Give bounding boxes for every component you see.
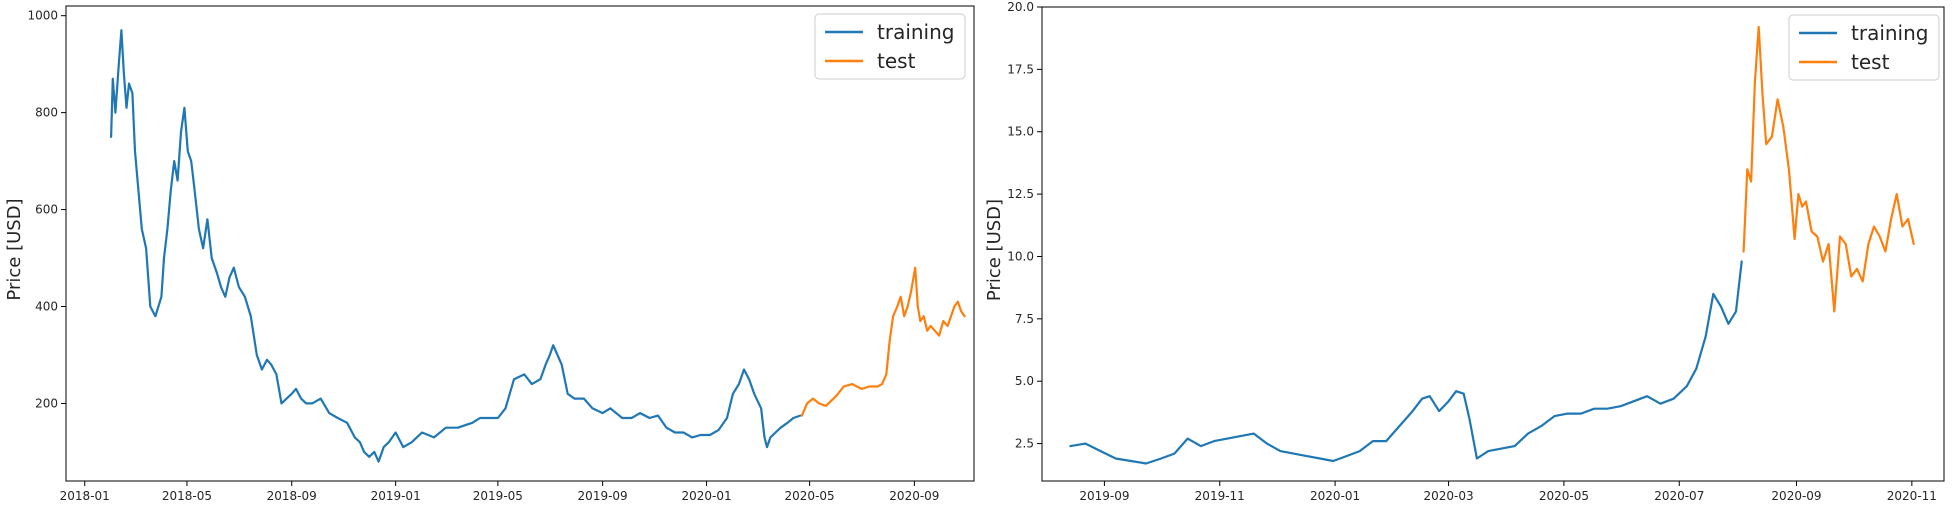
left-chart: 200 400 600 800 1000 2018-01 2018-05 2018-09 201… (4, 5, 975, 503)
y-tick-label: 1000 (27, 9, 58, 23)
y-tick-label: 800 (35, 106, 58, 120)
series-line-training (1069, 260, 1743, 465)
y-tick-label: 20.0 (1007, 0, 1034, 14)
legend-label-test: test (1851, 50, 1890, 74)
x-tick-label: 2019-01 (371, 489, 421, 503)
x-tick-label: 2018-05 (162, 489, 212, 503)
x-tick-label: 2020-05 (785, 489, 835, 503)
x-tick-label: 2018-09 (267, 489, 317, 503)
x-tick-label: 2020-05 (1539, 489, 1589, 503)
x-tick-label: 2019-09 (1079, 489, 1129, 503)
y-tick-label: 600 (35, 203, 58, 217)
series-line-training (109, 29, 802, 463)
x-tick-label: 2020-09 (889, 489, 939, 503)
legend-box (1788, 14, 1940, 81)
y-tick-label: 7.5 (1015, 312, 1034, 326)
x-tick-label: 2020-01 (681, 489, 731, 503)
legend-label-test: test (877, 49, 916, 73)
y-tick-label: 5.0 (1015, 374, 1034, 388)
y-tick-label: 15.0 (1007, 125, 1034, 139)
y-tick-label: 200 (35, 396, 58, 410)
y-axis-label: Price [USD] (984, 199, 1005, 301)
right-chart: 2.5 5.0 7.5 10.0 12.5 15.0 17.5 20.0 2019-09 2019… (984, 0, 1945, 503)
y-tick-label: 17.5 (1007, 62, 1034, 76)
x-tick-label: 2020-11 (1887, 489, 1937, 503)
legend-label-training: training (877, 20, 954, 44)
x-tick-label: 2019-11 (1195, 489, 1245, 503)
plot-frame (65, 5, 975, 482)
x-tick-label: 2019-09 (578, 489, 628, 503)
x-tick-label: 2019-05 (473, 489, 523, 503)
x-tick-label: 2018-01 (60, 489, 110, 503)
x-tick-label: 2020-09 (1771, 489, 1821, 503)
legend-box (814, 13, 966, 80)
y-tick-label: 12.5 (1007, 187, 1034, 201)
series-line-test (1742, 25, 1915, 313)
x-tick-label: 2020-01 (1310, 489, 1360, 503)
y-tick-label: 400 (35, 300, 58, 314)
y-axis-label: Price [USD] (4, 198, 25, 300)
y-tick-label: 10.0 (1007, 249, 1034, 263)
plot-frame (1041, 6, 1945, 482)
y-tick-label: 2.5 (1015, 437, 1034, 451)
x-tick-label: 2020-03 (1423, 489, 1473, 503)
series-line-test (800, 266, 966, 417)
x-tick-label: 2020-07 (1654, 489, 1704, 503)
legend-label-training: training (1851, 21, 1928, 45)
